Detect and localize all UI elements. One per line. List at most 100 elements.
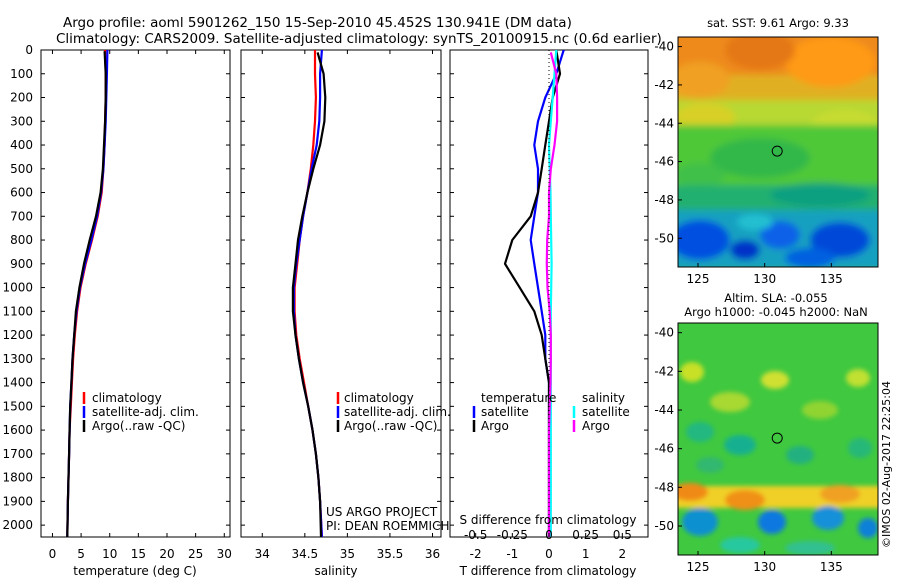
project-annotation-line2: PI: DEAN ROEMMICH [326,519,449,533]
legend-satellite-label: satellite-adj. clim. [92,405,199,419]
legend-climatology-label: climatology [92,391,162,405]
lat-tick-label: -48 [654,480,674,494]
depth-tick-label: 700 [10,209,33,223]
lon-tick-label: 125 [687,272,710,286]
s-difference-axis-label: S difference from climatology [460,513,637,527]
salinity-axis-label: salinity [314,564,357,578]
x-tick-label: 25 [188,547,203,561]
sst-map-frame [677,36,879,268]
depth-tick-label: 1700 [2,447,33,461]
project-annotation-line1: US ARGO PROJECT [326,505,438,519]
lon-tick-label: 135 [820,560,843,574]
depth-tick-label: 1400 [2,376,33,390]
difference-axis: -2 -1 0 1 2 -0.5 -0.25 0 0.25 0.5 [450,49,648,561]
series-line [66,50,107,537]
depth-tick-label: 2000 [2,518,33,532]
lat-tick-label: -42 [654,78,674,92]
lon-tick-label: 135 [820,272,843,286]
x-tick-label: 15 [131,547,146,561]
legend-argo-label: Argo(..raw -QC) [92,419,185,433]
depth-tick-label: 1100 [2,304,33,318]
temperature-panel [66,50,109,537]
series-line [66,51,107,537]
x-tick-label: 1 [582,547,590,561]
legend-climatology-label: climatology [344,391,414,405]
depth-tick-label: 800 [10,233,33,247]
depth-tick-label: 400 [10,138,33,152]
x-tick-label: 0 [49,547,57,561]
figure-title-line2: Climatology: CARS2009. Satellite-adjuste… [56,31,662,47]
salinity-panel [291,50,327,537]
legend-argo-label: Argo(..raw -QC) [344,419,437,433]
salinity-legend: climatology satellite-adj. clim. Argo(..… [336,391,451,433]
lat-tick-label: -46 [654,442,674,456]
argo-float-marker [771,432,783,444]
x-tick-label: 20 [159,547,174,561]
lon-tick-label: 130 [753,272,776,286]
legend-salinity-title: salinity [582,391,625,405]
series-line [66,50,109,537]
x-tick-label: -2 [470,547,482,561]
depth-tick-label: 0 [25,43,33,57]
sla-map-axes: 125 130 135 -40 -42 -44 -46 -48 -50 [654,326,842,574]
legend-s-satellite-label: satellite [582,405,630,419]
x-tick-label: 35.5 [377,547,404,561]
series-line [291,52,327,537]
salinity-axis: 34 34.5 35 35.5 36 [241,49,441,561]
legend-s-argo-label: Argo [582,419,610,433]
lat-tick-label: -50 [654,519,674,533]
lat-tick-label: -50 [654,231,674,245]
legend-t-satellite-label: satellite [481,405,529,419]
x-tick-label: 30 [217,547,232,561]
x-tick-label: 34.5 [291,547,318,561]
legend-satellite-label: satellite-adj. clim. [344,405,451,419]
depth-tick-label: 1800 [2,471,33,485]
lat-tick-label: -46 [654,155,674,169]
lat-tick-label: -44 [654,403,674,417]
difference-legend: temperature salinity satellite Argo sate… [472,391,630,433]
sla-map-frame [677,322,879,556]
temperature-axis: 0 5 10 15 20 25 30 [41,49,232,561]
s-diff-tick-label: 0.5 [613,528,632,542]
difference-panel [503,50,565,537]
x-tick-label: 10 [102,547,117,561]
figure-title-line1: Argo profile: aoml 5901262_150 15-Sep-20… [63,15,572,31]
sla-heatmap [678,323,878,555]
sla-map-title-line1: Altim. SLA: -0.055 [724,291,828,305]
s-diff-tick-label: 0 [545,528,553,542]
imos-credit: ©IMOS 02-Aug-2017 22:25:04 [880,381,893,548]
lat-tick-label: -44 [654,116,674,130]
x-tick-label: -1 [506,547,518,561]
temperature-panel-frame [40,49,231,538]
s-diff-tick-label: 0.25 [572,528,599,542]
lat-tick-label: -48 [654,193,674,207]
salinity-panel-frame [240,49,442,538]
depth-tick-label: 900 [10,257,33,271]
lon-tick-label: 125 [687,560,710,574]
temperature-legend: climatology satellite-adj. clim. Argo(..… [82,391,199,433]
depth-tick-label: 1900 [2,494,33,508]
argo-float-marker [771,145,783,157]
depth-tick-label: 500 [10,162,33,176]
sst-map-title: sat. SST: 9.61 Argo: 9.33 [707,16,849,30]
depth-tick-label: 1600 [2,423,33,437]
series-line [545,52,559,537]
depth-tick-label: 100 [10,67,33,81]
depth-tick-label: 300 [10,114,33,128]
lat-tick-label: -40 [654,40,674,54]
depth-tick-label: 1200 [2,328,33,342]
depth-tick-label: 1000 [2,281,33,295]
s-diff-tick-label: -0.5 [464,528,487,542]
depth-tick-label: 1500 [2,399,33,413]
series-line [547,50,558,537]
lat-tick-label: -42 [654,364,674,378]
depth-tick-label: 200 [10,91,33,105]
x-tick-label: 2 [619,547,627,561]
sla-map-title-line2: Argo h1000: -0.045 h2000: NaN [684,305,868,319]
sst-heatmap [678,37,878,267]
legend-t-argo-label: Argo [481,419,509,433]
depth-tick-label: 1300 [2,352,33,366]
x-tick-label: 36 [425,547,440,561]
depth-axis-tick-labels: 0 100 200 300 400 500 600 700 800 900 1000 1100 1200… [2,43,33,532]
